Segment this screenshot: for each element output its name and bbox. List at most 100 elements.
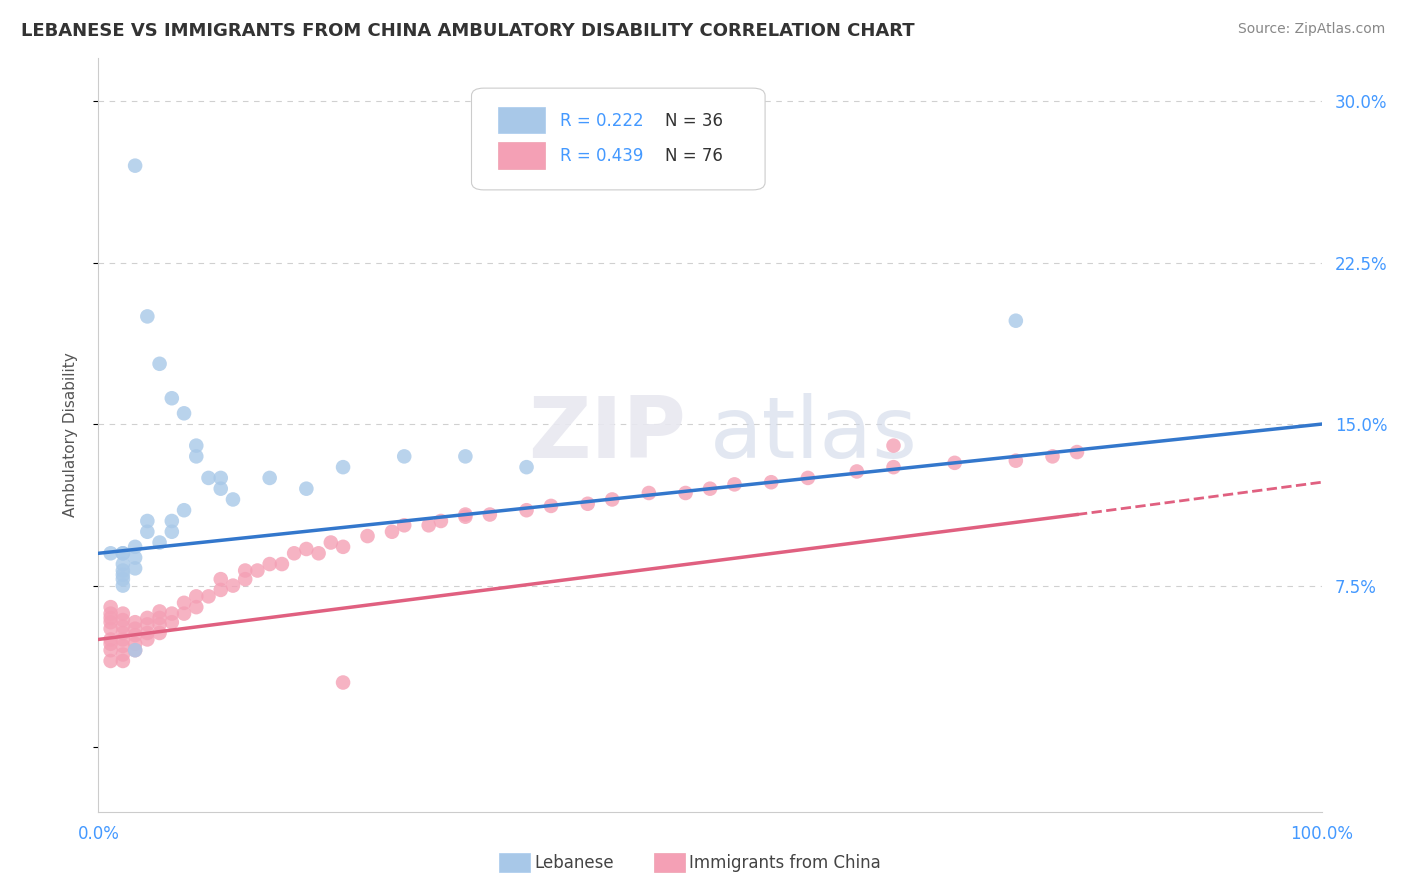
Point: [124, 637, 146, 651]
Point: [149, 617, 172, 632]
Point: [392, 450, 416, 464]
Text: N = 36: N = 36: [665, 112, 723, 129]
Point: [576, 497, 599, 511]
Text: Lebanese: Lebanese: [534, 854, 614, 871]
Point: [1004, 453, 1026, 467]
Point: [797, 471, 820, 485]
Point: [515, 503, 537, 517]
Point: [845, 465, 868, 479]
Point: [197, 471, 219, 485]
Point: [418, 518, 440, 533]
Point: [173, 596, 195, 610]
Text: Source: ZipAtlas.com: Source: ZipAtlas.com: [1237, 22, 1385, 37]
Point: [149, 611, 172, 625]
Point: [173, 406, 195, 420]
Point: [136, 514, 159, 528]
Point: [149, 535, 172, 549]
Point: [124, 628, 146, 642]
Point: [295, 482, 318, 496]
Point: [111, 639, 134, 653]
Point: [883, 460, 905, 475]
Y-axis label: Ambulatory Disability: Ambulatory Disability: [63, 352, 77, 517]
Point: [197, 590, 219, 604]
Point: [111, 632, 134, 647]
Point: [111, 613, 134, 627]
Point: [124, 159, 146, 173]
Point: [149, 626, 172, 640]
Point: [160, 615, 183, 630]
Point: [136, 310, 159, 324]
Point: [160, 391, 183, 405]
Point: [1004, 314, 1026, 328]
Point: [259, 471, 281, 485]
Point: [332, 540, 354, 554]
Point: [100, 637, 122, 651]
Point: [381, 524, 404, 539]
Text: N = 76: N = 76: [665, 147, 723, 165]
Point: [100, 607, 122, 621]
Point: [233, 564, 256, 578]
Point: [454, 509, 477, 524]
Point: [136, 632, 159, 647]
Point: [111, 578, 134, 592]
Point: [283, 546, 305, 560]
Point: [160, 524, 183, 539]
Point: [943, 456, 966, 470]
Point: [246, 564, 269, 578]
Bar: [498, 143, 546, 169]
Point: [270, 557, 294, 571]
Point: [392, 518, 416, 533]
Point: [173, 607, 195, 621]
Point: [100, 546, 122, 560]
Point: [209, 582, 232, 597]
Point: [100, 611, 122, 625]
Point: [111, 648, 134, 662]
Point: [111, 572, 134, 586]
Point: [111, 546, 134, 560]
Point: [454, 508, 477, 522]
Point: [111, 564, 134, 578]
Point: [637, 486, 661, 500]
Point: [100, 615, 122, 630]
Point: [209, 572, 232, 586]
Point: [173, 503, 195, 517]
Point: [136, 611, 159, 625]
Point: [124, 540, 146, 554]
Point: [111, 557, 134, 571]
Point: [222, 578, 245, 592]
Text: Immigrants from China: Immigrants from China: [689, 854, 880, 871]
Point: [259, 557, 281, 571]
Point: [136, 524, 159, 539]
Point: [149, 357, 172, 371]
Point: [675, 486, 697, 500]
Point: [111, 546, 134, 560]
Point: [111, 607, 134, 621]
Bar: [498, 107, 546, 134]
Point: [233, 572, 256, 586]
Text: R = 0.222: R = 0.222: [560, 112, 643, 129]
Point: [883, 439, 905, 453]
Text: ZIP: ZIP: [527, 393, 686, 476]
Point: [295, 541, 318, 556]
Point: [111, 626, 134, 640]
Point: [186, 600, 208, 615]
Point: [100, 643, 122, 657]
Point: [111, 567, 134, 582]
Point: [209, 471, 232, 485]
Point: [124, 643, 146, 657]
Point: [332, 460, 354, 475]
Point: [100, 622, 122, 636]
Point: [1042, 450, 1064, 464]
FancyBboxPatch shape: [471, 88, 765, 190]
Point: [332, 675, 354, 690]
Point: [209, 482, 232, 496]
Point: [308, 546, 330, 560]
Point: [319, 535, 342, 549]
Point: [160, 514, 183, 528]
Point: [186, 439, 208, 453]
Point: [600, 492, 623, 507]
Point: [540, 499, 562, 513]
Text: R = 0.439: R = 0.439: [560, 147, 643, 165]
Point: [515, 460, 537, 475]
Point: [1066, 445, 1088, 459]
